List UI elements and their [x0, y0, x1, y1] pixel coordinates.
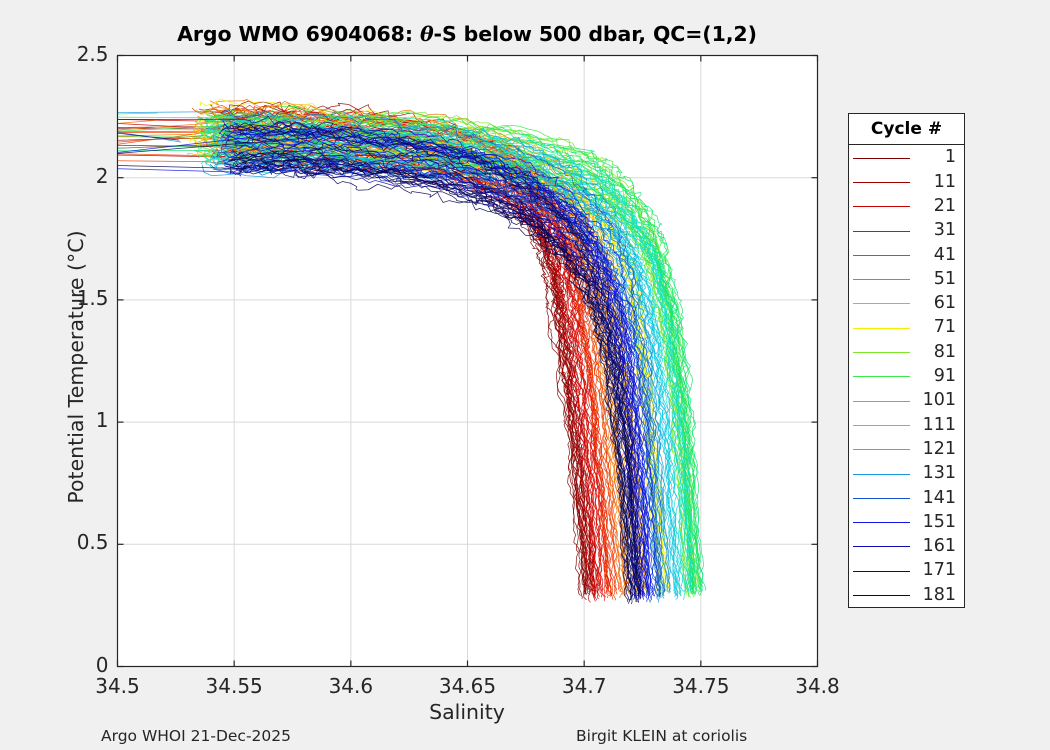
x-axis-label: Salinity: [429, 700, 505, 724]
legend-color-line: [853, 400, 910, 402]
legend-color-line: [853, 206, 910, 208]
x-axis-tick-label: 34.55: [205, 673, 263, 698]
legend-title: Cycle #: [849, 114, 964, 145]
legend-color-line: [853, 497, 910, 499]
legend-item-label: 121: [922, 438, 956, 459]
legend-item[interactable]: 71: [849, 316, 964, 340]
footer-right-text: Birgit KLEIN at coriolis: [576, 727, 748, 745]
legend-item[interactable]: 171: [849, 559, 964, 583]
y-axis-tick-label: 0: [95, 652, 109, 677]
legend-item-label: 101: [922, 390, 956, 411]
legend-item-label: 81: [933, 341, 956, 362]
legend-color-line: [853, 327, 910, 329]
legend-item-label: 11: [933, 171, 956, 192]
footer-left-text: Argo WHOI 21-Dec-2025: [101, 727, 291, 745]
legend-item[interactable]: 21: [849, 195, 964, 219]
legend-color-line: [853, 424, 910, 426]
legend-item[interactable]: 181: [849, 583, 964, 607]
legend-item-label: 21: [933, 195, 956, 216]
legend-item[interactable]: 151: [849, 510, 964, 534]
legend: Cycle # 1 11 21 31 41 51 61 71 81 91 101 111 121 131 1…: [848, 113, 965, 608]
legend-item[interactable]: 61: [849, 292, 964, 316]
legend-color-line: [853, 279, 910, 281]
profile-curves: [117, 98, 707, 605]
legend-color-line: [853, 352, 910, 354]
legend-color-line: [853, 546, 910, 548]
y-axis-tick-label: 2.5: [76, 41, 109, 66]
title-suffix: -S below 500 dbar, QC=(1,2): [433, 22, 757, 46]
legend-item[interactable]: 81: [849, 340, 964, 364]
x-axis-tick-label: 34.8: [795, 673, 840, 698]
legend-item[interactable]: 41: [849, 243, 964, 267]
x-axis-tick-label: 34.5: [95, 673, 140, 698]
legend-color-line: [853, 570, 910, 572]
y-axis-tick-label: 2: [95, 163, 109, 188]
x-axis-tick-label: 34.65: [438, 673, 497, 698]
legend-item[interactable]: 131: [849, 462, 964, 486]
legend-item-label: 31: [933, 220, 956, 241]
title-prefix: Argo WMO 6904068:: [177, 22, 420, 46]
legend-item[interactable]: 161: [849, 535, 964, 559]
x-axis-tick-label: 34.7: [561, 673, 607, 698]
legend-item-label: 1: [944, 147, 956, 168]
legend-item-label: 181: [922, 584, 956, 605]
legend-item[interactable]: 1: [849, 146, 964, 170]
legend-color-line: [853, 303, 910, 305]
y-axis-tick-label: 0.5: [76, 530, 109, 555]
legend-color-line: [853, 181, 910, 183]
legend-item[interactable]: 51: [849, 267, 964, 291]
y-axis-label: Potential Temperature (°C): [64, 230, 88, 504]
legend-item-label: 131: [922, 463, 956, 484]
legend-color-line: [853, 449, 910, 451]
legend-color-line: [853, 594, 910, 596]
page-title: Argo WMO 6904068: θ-S below 500 dbar, QC…: [117, 22, 817, 46]
legend-item[interactable]: 121: [849, 438, 964, 462]
theta-symbol: θ: [419, 22, 434, 46]
legend-item-label: 161: [922, 536, 956, 557]
legend-color-line: [853, 254, 910, 256]
axis-ticks: [116, 54, 819, 668]
legend-item[interactable]: 11: [849, 170, 964, 194]
legend-color-line: [853, 473, 910, 475]
y-axis-tick-label: 1.5: [76, 285, 109, 310]
legend-item[interactable]: 101: [849, 389, 964, 413]
legend-item-label: 151: [922, 511, 956, 532]
legend-item-label: 111: [922, 414, 956, 435]
legend-item-label: 71: [933, 317, 956, 338]
legend-item-label: 41: [933, 244, 956, 265]
x-axis-tick-label: 34.6: [328, 673, 374, 698]
legend-item-label: 171: [922, 560, 956, 581]
legend-item[interactable]: 111: [849, 413, 964, 437]
legend-item[interactable]: 31: [849, 219, 964, 243]
legend-item-label: 61: [933, 293, 956, 314]
legend-color-line: [853, 376, 910, 378]
legend-item-label: 51: [933, 268, 956, 289]
legend-color-line: [853, 230, 910, 232]
legend-item-label: 141: [922, 487, 956, 508]
legend-item[interactable]: 141: [849, 486, 964, 510]
x-axis-tick-label: 34.75: [672, 673, 730, 698]
legend-color-line: [853, 157, 910, 159]
legend-item-label: 91: [933, 366, 956, 387]
y-axis-tick-label: 1: [95, 408, 109, 433]
legend-item[interactable]: 91: [849, 365, 964, 389]
legend-color-line: [853, 522, 910, 524]
legend-items: 1 11 21 31 41 51 61 71 81 91 101 111 121 131 141 151 161…: [849, 145, 964, 608]
